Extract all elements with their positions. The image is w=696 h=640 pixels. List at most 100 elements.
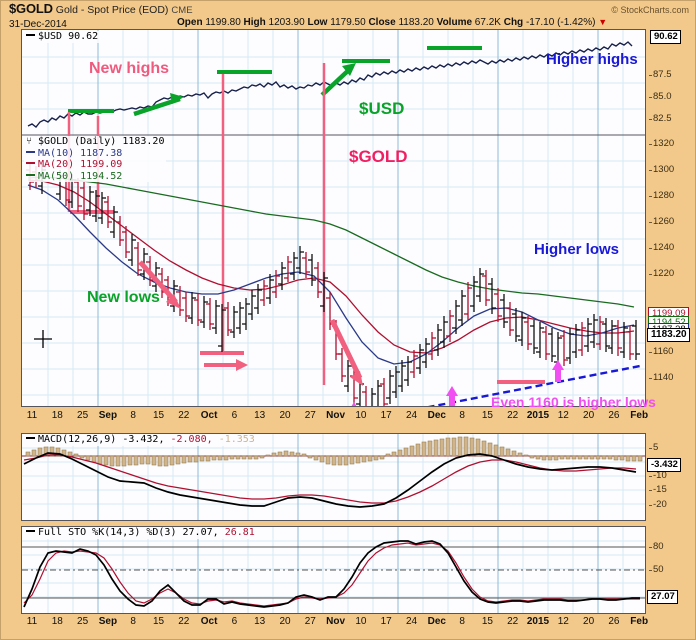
price-axis: 87.5 85.0 82.5 1320 1300 1280 1260 1240 … (647, 29, 695, 407)
axis-tick-gold-4: 1240 (648, 242, 675, 253)
ma50-legend-label: MA(50) 1194.52 (38, 170, 123, 182)
macd-chart-panel[interactable]: MACD(12,26,9) -3.432, -2.080, -1.353 (21, 433, 646, 521)
date-label-2015: 2015 (526, 410, 550, 421)
date-label-22: 22 (507, 616, 519, 627)
date-label-dec: Dec (427, 410, 446, 421)
axis-tick-gold-0: 1320 (648, 138, 675, 149)
quote-key-open: Open (177, 17, 206, 28)
date-label-24: 24 (405, 410, 418, 421)
axis-tick-gold-3: 1260 (648, 216, 675, 227)
uptrend-line (427, 364, 641, 406)
axis-tick-gold-1: 1300 (648, 164, 675, 175)
date-label-8: 8 (459, 616, 465, 627)
quote-key-close: Close (368, 17, 399, 28)
ma10-line (27, 184, 635, 365)
axis-tick-usd-0: 87.5 (649, 69, 672, 80)
ma20-swatch (26, 162, 35, 164)
sto-legend: Full STO %K(14,3) %D(3) 27.07, 26.81 (24, 527, 257, 539)
usd-high-markers (68, 46, 482, 113)
date-label-10: 10 (355, 410, 367, 421)
annotation-new-lows: New lows (87, 289, 160, 306)
date-label-17: 17 (380, 410, 392, 421)
date-label-22: 22 (507, 410, 519, 421)
ma20-line (27, 179, 635, 354)
quote-key-chg: Chg (503, 17, 526, 28)
quote-value-open: 1199.80 (205, 17, 244, 28)
ma10-legend-label: MA(10) 1187.38 (38, 147, 123, 159)
date-label-12: 12 (557, 410, 569, 421)
price-chart-panel[interactable]: $USD 90.62 ⑂ $GOLD (Daily) 1183.20 MA(10… (21, 29, 646, 407)
quote-value-chg: -17.10 (-1.42%) (525, 17, 599, 28)
quote-value-high: 1203.90 (268, 17, 308, 28)
ma10-swatch (26, 150, 35, 153)
macd-signal-value: -2.080 (170, 434, 207, 445)
sto-axis-tick-1: 50 (649, 564, 664, 575)
sto-chart-canvas (22, 527, 645, 613)
usd-legend-swatch (26, 34, 35, 36)
low-right-arrows (204, 359, 248, 371)
date-label-8: 8 (459, 410, 465, 421)
macd-line (23, 452, 637, 508)
sto-d-value: 26.81 (224, 527, 255, 538)
date-label-15: 15 (152, 616, 165, 627)
symbol-ticker: $GOLD (9, 1, 53, 16)
chg-direction-icon: ▼ (598, 17, 608, 27)
chart-header: $GOLD Gold - Spot Price (EOD) CME © StockC… (1, 1, 695, 30)
date-label-dec: Dec (427, 616, 446, 627)
date-label-8: 8 (130, 616, 136, 627)
date-label-sep: Sep (98, 616, 118, 627)
quote-key-low: Low (307, 17, 331, 28)
sto-legend-swatch (26, 530, 35, 532)
higher-lows-arrows (351, 360, 564, 406)
ma50-line (27, 176, 635, 308)
sto-axis-tick-0: 80 (649, 541, 664, 552)
macd-signal-line (23, 454, 637, 504)
exchange-label: CME (171, 5, 193, 16)
date-axis-price: 11 18 25 Sep 8 15 22 Oct 6 13 20 27 Nov 10 17 24 Dec 8 15 2… (21, 410, 649, 424)
date-label-15: 15 (152, 410, 165, 421)
date-label-11: 11 (26, 410, 38, 421)
annotation-higher-lows: Higher lows (534, 241, 620, 258)
date-label-feb: Feb (630, 410, 649, 421)
date-label-2015: 2015 (526, 616, 550, 627)
annotation-usd-label: $USD (359, 99, 405, 118)
macd-legend: MACD(12,26,9) -3.432, -2.080, -1.353 (24, 434, 257, 446)
date-label-26: 26 (608, 410, 620, 421)
annotation-new-highs: New highs (89, 60, 170, 77)
stockcharts-credit: © StockCharts.com (611, 5, 689, 15)
usd-price-tag: 90.62 (650, 30, 681, 44)
ma20-legend-row: MA(20) 1199.09 (26, 159, 164, 171)
usd-up-arrows (133, 63, 356, 117)
date-label-15: 15 (481, 410, 493, 421)
sto-k-value: 27.07 (182, 527, 213, 538)
axis-tick-usd-2: 82.5 (649, 113, 672, 124)
date-label-24: 24 (405, 616, 418, 627)
gold-legend-title-row: ⑂ $GOLD (Daily) 1183.20 (26, 136, 164, 148)
axis-tick-gold-5: 1220 (648, 268, 675, 279)
date-label-feb: Feb (630, 616, 649, 627)
date-label-20: 20 (583, 410, 595, 421)
date-label-27: 27 (304, 616, 316, 627)
ma20-legend-label: MA(20) 1199.09 (38, 159, 123, 170)
stochastics-chart-panel[interactable]: Full STO %K(14,3) %D(3) 27.07, 26.81 (21, 526, 646, 614)
date-label-12: 12 (557, 616, 569, 627)
date-label-25: 25 (77, 410, 89, 421)
macd-value: -3.432 (122, 434, 159, 445)
macd-hist-value: -1.353 (218, 434, 255, 445)
price-chart-canvas (22, 30, 645, 406)
date-label-10: 10 (355, 616, 367, 627)
correlation-lines (67, 63, 326, 385)
date-label-20: 20 (279, 616, 291, 627)
date-label-oct: Oct (200, 410, 218, 421)
candle-icon: ⑂ (26, 136, 32, 147)
gold-low-markers (70, 210, 545, 384)
gold-legend-label: $GOLD (Daily) 1183.20 (38, 136, 165, 147)
new-lows-arrows (138, 260, 363, 386)
ma50-swatch (26, 173, 35, 176)
date-label-11: 11 (26, 616, 38, 627)
macd-legend-swatch (26, 437, 35, 439)
quote-values: Open 1199.80 High 1203.90 Low 1179.50 Cl… (177, 16, 607, 29)
gold-legend: ⑂ $GOLD (Daily) 1183.20 MA(10) 1187.38 M… (24, 136, 167, 183)
ma50-legend-row: MA(50) 1194.52 (26, 171, 164, 183)
